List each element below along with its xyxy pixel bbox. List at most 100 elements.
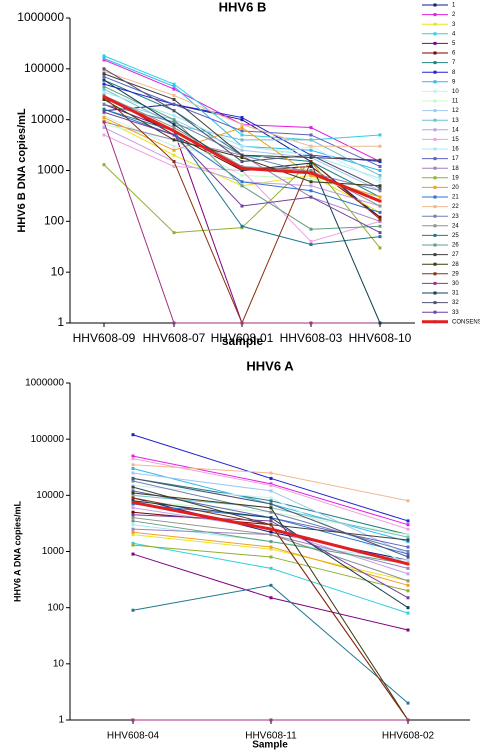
legend-label: 25 — [452, 233, 459, 239]
data-point — [378, 231, 382, 235]
data-point — [240, 138, 244, 142]
data-point — [309, 133, 313, 137]
data-point — [102, 67, 106, 71]
data-point — [406, 562, 410, 566]
data-point — [406, 718, 410, 722]
data-point — [309, 160, 313, 164]
data-point — [131, 476, 135, 480]
data-point — [309, 321, 313, 325]
legend-label: 26 — [452, 243, 459, 249]
chart-title: HHV6 A — [246, 358, 294, 373]
data-point — [240, 224, 244, 228]
data-point — [131, 516, 135, 520]
legend-marker — [433, 281, 437, 285]
data-point — [172, 120, 176, 124]
legend-marker — [433, 80, 437, 84]
data-point — [269, 489, 273, 493]
data-point — [406, 628, 410, 632]
y-tick-label: 10 — [53, 658, 65, 669]
series-line — [103, 121, 380, 324]
series-line — [132, 553, 409, 631]
legend-marker — [433, 89, 437, 93]
data-point — [102, 93, 106, 97]
x-axis-label: Sample — [252, 740, 288, 751]
data-point — [240, 126, 244, 130]
data-point — [240, 118, 244, 122]
data-point — [172, 97, 176, 101]
legend-label: 2 — [452, 12, 456, 18]
data-point — [102, 118, 106, 122]
y-tick-label: 10000 — [31, 112, 65, 126]
data-point — [309, 243, 313, 247]
legend-marker — [433, 214, 437, 218]
data-point — [269, 471, 273, 475]
legend-marker — [433, 253, 437, 257]
data-point — [269, 483, 273, 487]
y-tick-label: 1000000 — [25, 378, 64, 389]
x-tick-label: HHV608-10 — [349, 331, 412, 345]
data-point — [406, 583, 410, 587]
data-point — [131, 523, 135, 527]
data-point — [240, 204, 244, 208]
data-point — [131, 541, 135, 545]
data-point — [131, 533, 135, 537]
legend-marker — [433, 233, 437, 237]
legend-marker — [433, 310, 437, 314]
data-point — [240, 173, 244, 177]
legend-label: 19 — [452, 175, 459, 181]
data-point — [131, 543, 135, 547]
data-point — [406, 540, 410, 544]
data-point — [269, 596, 273, 600]
data-point — [172, 148, 176, 152]
data-point — [172, 133, 176, 137]
data-point — [269, 502, 273, 506]
data-point — [102, 54, 106, 58]
legend-marker — [433, 22, 437, 26]
legend-marker — [433, 185, 437, 189]
data-point — [172, 164, 176, 168]
data-point — [131, 506, 135, 510]
data-point — [378, 210, 382, 214]
data-point — [240, 133, 244, 137]
data-point — [269, 566, 273, 570]
chart-title: HHV6 B — [219, 0, 267, 14]
data-point — [102, 84, 106, 88]
data-point — [378, 173, 382, 177]
data-point — [406, 701, 410, 705]
data-point — [378, 215, 382, 219]
y-tick-label: 1 — [57, 315, 64, 329]
data-point — [131, 454, 135, 458]
data-point — [102, 123, 106, 127]
data-point — [240, 153, 244, 157]
y-tick-label: 1 — [58, 715, 64, 726]
legend-marker — [433, 147, 437, 151]
legend-marker — [433, 70, 437, 74]
data-point — [269, 547, 273, 551]
legend-marker — [433, 51, 437, 55]
legend-marker — [433, 137, 437, 141]
data-point — [269, 533, 273, 537]
data-point — [269, 506, 273, 510]
data-point — [269, 523, 273, 527]
legend-label: 1 — [452, 3, 456, 9]
legend-marker — [433, 128, 437, 132]
data-point — [172, 231, 176, 235]
legend-marker — [433, 99, 437, 103]
data-point — [102, 102, 106, 106]
legend-marker — [433, 205, 437, 209]
legend-marker — [433, 109, 437, 113]
legend-marker — [433, 291, 437, 295]
data-point — [131, 491, 135, 495]
legend-marker — [433, 272, 437, 276]
legend-label: 18 — [452, 166, 459, 172]
data-point — [406, 606, 410, 610]
data-point — [240, 116, 244, 120]
data-point — [172, 144, 176, 148]
y-tick-label: 1000 — [37, 163, 64, 177]
data-point — [309, 138, 313, 142]
data-point — [131, 457, 135, 461]
data-point — [269, 482, 273, 486]
legend-label: 33 — [452, 310, 459, 316]
data-point — [378, 224, 382, 228]
legend-marker — [433, 118, 437, 122]
